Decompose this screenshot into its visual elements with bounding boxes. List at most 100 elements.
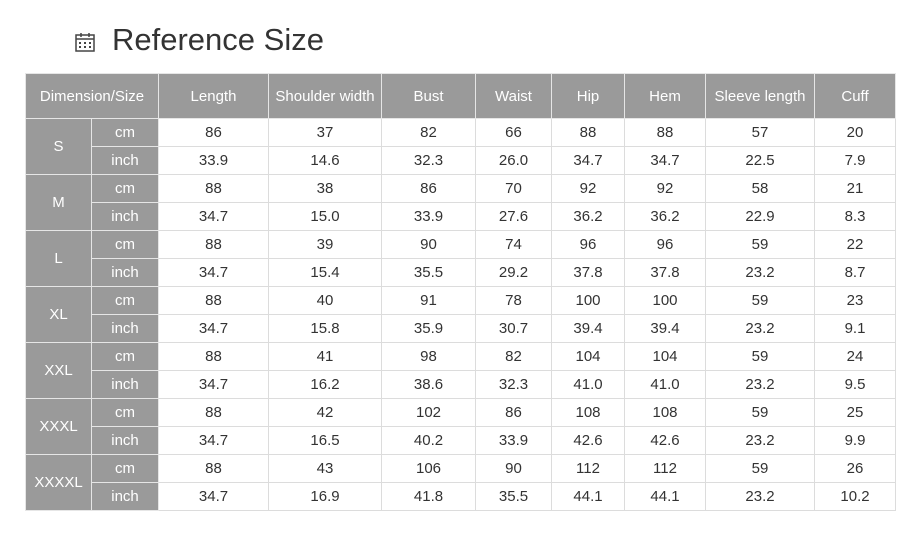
value-cell: 37.8 bbox=[551, 258, 625, 287]
value-cell: 37 bbox=[268, 118, 382, 147]
column-header: Sleeve length bbox=[705, 73, 815, 119]
value-cell: 91 bbox=[381, 286, 476, 315]
value-cell: 104 bbox=[551, 342, 625, 371]
value-cell: 59 bbox=[705, 342, 815, 371]
column-header: Length bbox=[158, 73, 269, 119]
value-cell: 34.7 bbox=[158, 202, 269, 231]
value-cell: 74 bbox=[475, 230, 552, 259]
value-cell: 44.1 bbox=[624, 482, 706, 511]
value-cell: 21 bbox=[814, 174, 896, 203]
column-header: Bust bbox=[381, 73, 476, 119]
value-cell: 35.5 bbox=[381, 258, 476, 287]
size-table: Dimension/Size Length Shoulder width Bust Wa… bbox=[25, 73, 896, 511]
value-cell: 41 bbox=[268, 342, 382, 371]
table-row: inch 34.7 15.8 35.9 30.7 39.4 39.4 23.2 9.1 bbox=[26, 314, 896, 343]
value-cell: 96 bbox=[624, 230, 706, 259]
value-cell: 38.6 bbox=[381, 370, 476, 399]
unit-cell: cm bbox=[91, 342, 159, 371]
value-cell: 16.5 bbox=[268, 426, 382, 455]
value-cell: 42.6 bbox=[551, 426, 625, 455]
value-cell: 8.3 bbox=[814, 202, 896, 231]
table-row: inch 33.9 14.6 32.3 26.0 34.7 34.7 22.5 7.9 bbox=[26, 146, 896, 175]
value-cell: 112 bbox=[624, 454, 706, 483]
value-cell: 20 bbox=[814, 118, 896, 147]
value-cell: 10.2 bbox=[814, 482, 896, 511]
value-cell: 108 bbox=[624, 398, 706, 427]
value-cell: 15.0 bbox=[268, 202, 382, 231]
value-cell: 41.0 bbox=[551, 370, 625, 399]
value-cell: 7.9 bbox=[814, 146, 896, 175]
unit-cell: inch bbox=[91, 370, 159, 399]
size-cell: L bbox=[25, 230, 92, 287]
value-cell: 70 bbox=[475, 174, 552, 203]
value-cell: 42 bbox=[268, 398, 382, 427]
column-header: Shoulder width bbox=[268, 73, 382, 119]
table-row: inch 34.7 15.0 33.9 27.6 36.2 36.2 22.9 8.3 bbox=[26, 202, 896, 231]
value-cell: 88 bbox=[551, 118, 625, 147]
value-cell: 34.7 bbox=[624, 146, 706, 175]
value-cell: 26 bbox=[814, 454, 896, 483]
value-cell: 88 bbox=[158, 398, 269, 427]
value-cell: 106 bbox=[381, 454, 476, 483]
unit-cell: inch bbox=[91, 426, 159, 455]
table-row: inch 34.7 16.2 38.6 32.3 41.0 41.0 23.2 9.5 bbox=[26, 370, 896, 399]
value-cell: 9.1 bbox=[814, 314, 896, 343]
value-cell: 42.6 bbox=[624, 426, 706, 455]
value-cell: 32.3 bbox=[475, 370, 552, 399]
table-row: XXXXL cm 88 43 106 90 112 112 59 26 bbox=[25, 454, 896, 511]
value-cell: 44.1 bbox=[551, 482, 625, 511]
value-cell: 100 bbox=[624, 286, 706, 315]
unit-cell: inch bbox=[91, 146, 159, 175]
value-cell: 9.5 bbox=[814, 370, 896, 399]
unit-cell: cm bbox=[91, 454, 159, 483]
value-cell: 108 bbox=[551, 398, 625, 427]
value-cell: 88 bbox=[158, 230, 269, 259]
size-cell: XXXXL bbox=[25, 454, 92, 511]
value-cell: 36.2 bbox=[624, 202, 706, 231]
value-cell: 34.7 bbox=[158, 314, 269, 343]
value-cell: 16.9 bbox=[268, 482, 382, 511]
unit-cell: inch bbox=[91, 482, 159, 511]
value-cell: 34.7 bbox=[158, 370, 269, 399]
value-cell: 30.7 bbox=[475, 314, 552, 343]
value-cell: 40 bbox=[268, 286, 382, 315]
unit-cell: cm bbox=[91, 118, 159, 147]
value-cell: 92 bbox=[551, 174, 625, 203]
value-cell: 29.2 bbox=[475, 258, 552, 287]
header-row: Dimension/Size Length Shoulder width Bust Wa… bbox=[25, 73, 896, 119]
value-cell: 59 bbox=[705, 286, 815, 315]
size-cell: M bbox=[25, 174, 92, 231]
value-cell: 88 bbox=[158, 286, 269, 315]
value-cell: 90 bbox=[475, 454, 552, 483]
value-cell: 112 bbox=[551, 454, 625, 483]
value-cell: 24 bbox=[814, 342, 896, 371]
value-cell: 57 bbox=[705, 118, 815, 147]
value-cell: 22 bbox=[814, 230, 896, 259]
value-cell: 59 bbox=[705, 454, 815, 483]
value-cell: 9.9 bbox=[814, 426, 896, 455]
value-cell: 33.9 bbox=[475, 426, 552, 455]
value-cell: 88 bbox=[158, 454, 269, 483]
value-cell: 41.8 bbox=[381, 482, 476, 511]
value-cell: 23.2 bbox=[705, 370, 815, 399]
unit-cell: inch bbox=[91, 202, 159, 231]
value-cell: 38 bbox=[268, 174, 382, 203]
value-cell: 34.7 bbox=[158, 426, 269, 455]
value-cell: 8.7 bbox=[814, 258, 896, 287]
value-cell: 32.3 bbox=[381, 146, 476, 175]
value-cell: 15.4 bbox=[268, 258, 382, 287]
table-row: inch 34.7 15.4 35.5 29.2 37.8 37.8 23.2 8.7 bbox=[26, 258, 896, 287]
column-header: Dimension/Size bbox=[25, 73, 159, 119]
value-cell: 34.7 bbox=[158, 482, 269, 511]
value-cell: 104 bbox=[624, 342, 706, 371]
value-cell: 33.9 bbox=[158, 146, 269, 175]
value-cell: 88 bbox=[624, 118, 706, 147]
size-cell: S bbox=[25, 118, 92, 175]
table-row: inch 34.7 16.5 40.2 33.9 42.6 42.6 23.2 9.9 bbox=[26, 426, 896, 455]
value-cell: 82 bbox=[381, 118, 476, 147]
table-row: XXL cm 88 41 98 82 104 104 59 24 bbox=[25, 342, 896, 399]
value-cell: 82 bbox=[475, 342, 552, 371]
value-cell: 23.2 bbox=[705, 426, 815, 455]
